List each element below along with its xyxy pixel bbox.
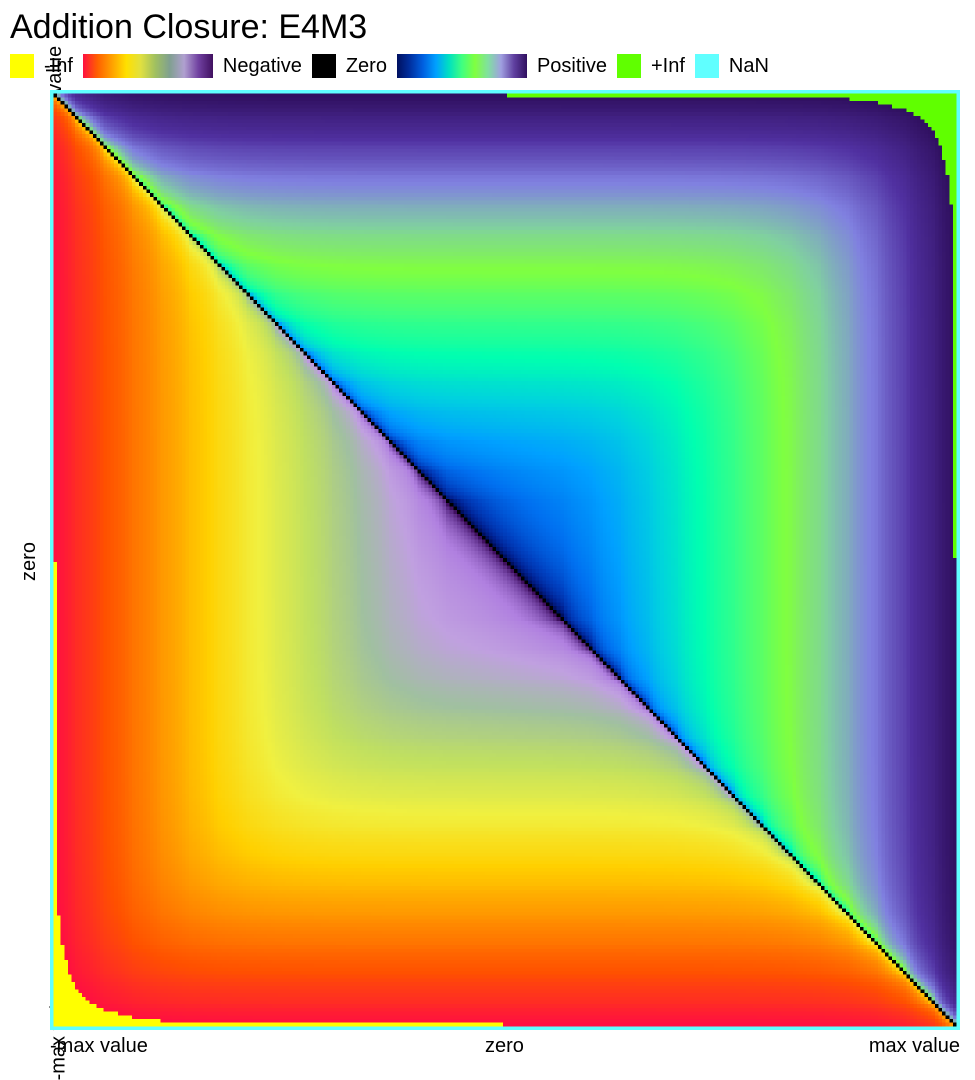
legend: -InfNegativeZeroPositive+InfNaN <box>10 54 769 78</box>
legend-swatch <box>695 54 719 78</box>
legend-label: Positive <box>537 55 607 78</box>
legend-label: +Inf <box>651 55 685 78</box>
legend-gradient <box>397 54 527 78</box>
heatmap-canvas <box>50 90 960 1030</box>
y-axis: max valuezero-max value <box>0 90 45 1030</box>
x-tick-label: max value <box>869 1035 960 1058</box>
legend-gradient <box>83 54 213 78</box>
legend-label: NaN <box>729 55 769 78</box>
chart-title: Addition Closure: E4M3 <box>10 8 367 47</box>
y-tick-label: zero <box>18 542 41 581</box>
legend-swatch <box>617 54 641 78</box>
legend-label: Zero <box>346 55 387 78</box>
x-axis: -max value zero max value <box>50 1035 960 1065</box>
x-tick-label: -max value <box>50 1035 148 1058</box>
heatmap-plot <box>50 90 960 1030</box>
legend-label: Negative <box>223 55 302 78</box>
legend-swatch <box>312 54 336 78</box>
legend-swatch <box>10 54 34 78</box>
x-tick-label: zero <box>485 1035 524 1058</box>
